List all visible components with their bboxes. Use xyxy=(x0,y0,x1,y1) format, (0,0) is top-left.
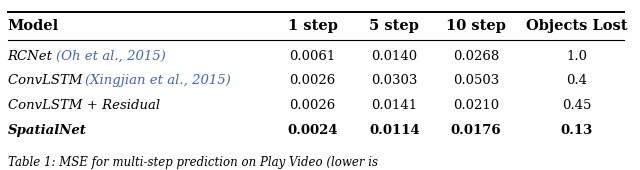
Text: SpatialNet: SpatialNet xyxy=(8,124,86,137)
Text: 10 step: 10 step xyxy=(446,19,506,33)
Text: Objects Lost: Objects Lost xyxy=(526,19,627,33)
Text: 0.13: 0.13 xyxy=(561,124,593,137)
Text: RCNet: RCNet xyxy=(8,50,57,63)
Text: 0.0140: 0.0140 xyxy=(371,50,417,63)
Text: 0.4: 0.4 xyxy=(566,74,587,88)
Text: 0.0061: 0.0061 xyxy=(289,50,336,63)
Text: ConvLSTM: ConvLSTM xyxy=(8,74,86,88)
Text: ConvLSTM + Residual: ConvLSTM + Residual xyxy=(8,99,160,112)
Text: (Oh et al., 2015): (Oh et al., 2015) xyxy=(56,50,166,63)
Text: 0.0268: 0.0268 xyxy=(453,50,499,63)
Text: Table 1: MSE for multi-step prediction on Play Video (lower is: Table 1: MSE for multi-step prediction o… xyxy=(8,156,378,169)
Text: 0.0503: 0.0503 xyxy=(453,74,499,88)
Text: 1.0: 1.0 xyxy=(566,50,587,63)
Text: 0.0026: 0.0026 xyxy=(289,74,336,88)
Text: 0.0026: 0.0026 xyxy=(289,99,336,112)
Text: 0.0176: 0.0176 xyxy=(451,124,501,137)
Text: 5 step: 5 step xyxy=(369,19,419,33)
Text: 0.0114: 0.0114 xyxy=(369,124,420,137)
Text: 0.0210: 0.0210 xyxy=(453,99,499,112)
Text: Model: Model xyxy=(8,19,59,33)
Text: 0.0141: 0.0141 xyxy=(371,99,417,112)
Text: 0.0024: 0.0024 xyxy=(287,124,338,137)
Text: 0.0303: 0.0303 xyxy=(371,74,417,88)
Text: 0.45: 0.45 xyxy=(562,99,591,112)
Text: (Xingjian et al., 2015): (Xingjian et al., 2015) xyxy=(85,74,231,88)
Text: 1 step: 1 step xyxy=(287,19,337,33)
